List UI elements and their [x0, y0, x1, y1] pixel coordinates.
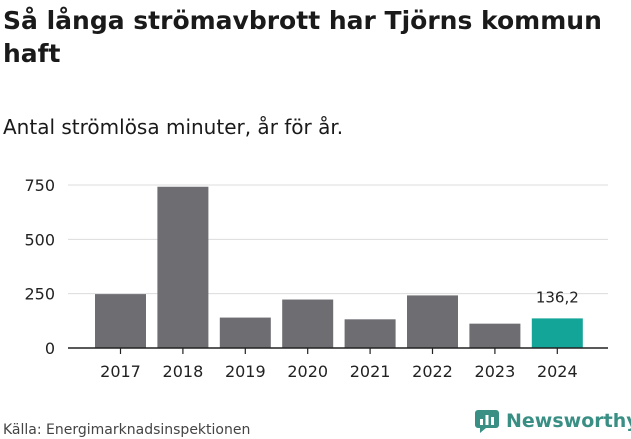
newsworthy-logo: Newsworthy — [474, 408, 631, 434]
chart-subtitle: Antal strömlösa minuter, år för år. — [3, 115, 344, 139]
data-label-2024: 136,2 — [536, 288, 579, 306]
x-tick-label-2021: 2021 — [350, 362, 391, 381]
x-tick-label-2022: 2022 — [412, 362, 453, 381]
x-tick-label-2024: 2024 — [537, 362, 578, 381]
chart-title-line-2: haft — [3, 39, 61, 68]
bar-2023 — [469, 323, 521, 348]
newsworthy-logo-text: Newsworthy — [506, 410, 631, 432]
bar-2020 — [282, 299, 334, 348]
y-tick-label-0: 0 — [45, 339, 55, 358]
y-tick-label-750: 750 — [24, 176, 55, 195]
bar-2022 — [407, 295, 458, 348]
newsworthy-logo-icon — [475, 410, 499, 433]
source-note: Källa: Energimarknadsinspektionen — [3, 422, 251, 438]
bar-2017 — [95, 294, 146, 348]
x-tick-label-2017: 2017 — [100, 362, 141, 381]
chart-title-line-1: Så långa strömavbrott har Tjörns kommun — [3, 6, 602, 35]
bar-2018 — [157, 186, 209, 348]
x-tick-label-2023: 2023 — [475, 362, 516, 381]
y-tick-label-250: 250 — [24, 285, 55, 304]
bar-2021 — [344, 319, 396, 348]
bar-chart: 0 250 500 750 2017 2018 2019 2020 2021 2022 2023 20… — [24, 176, 608, 381]
chart-title: Så långa strömavbrott har Tjörns kommun … — [3, 4, 628, 70]
y-tick-label-500: 500 — [24, 230, 55, 249]
x-tick-label-2020: 2020 — [287, 362, 328, 381]
x-tick-label-2019: 2019 — [225, 362, 266, 381]
bar-2024 — [531, 318, 583, 348]
bar-2019 — [219, 317, 271, 348]
x-tick-label-2018: 2018 — [163, 362, 204, 381]
